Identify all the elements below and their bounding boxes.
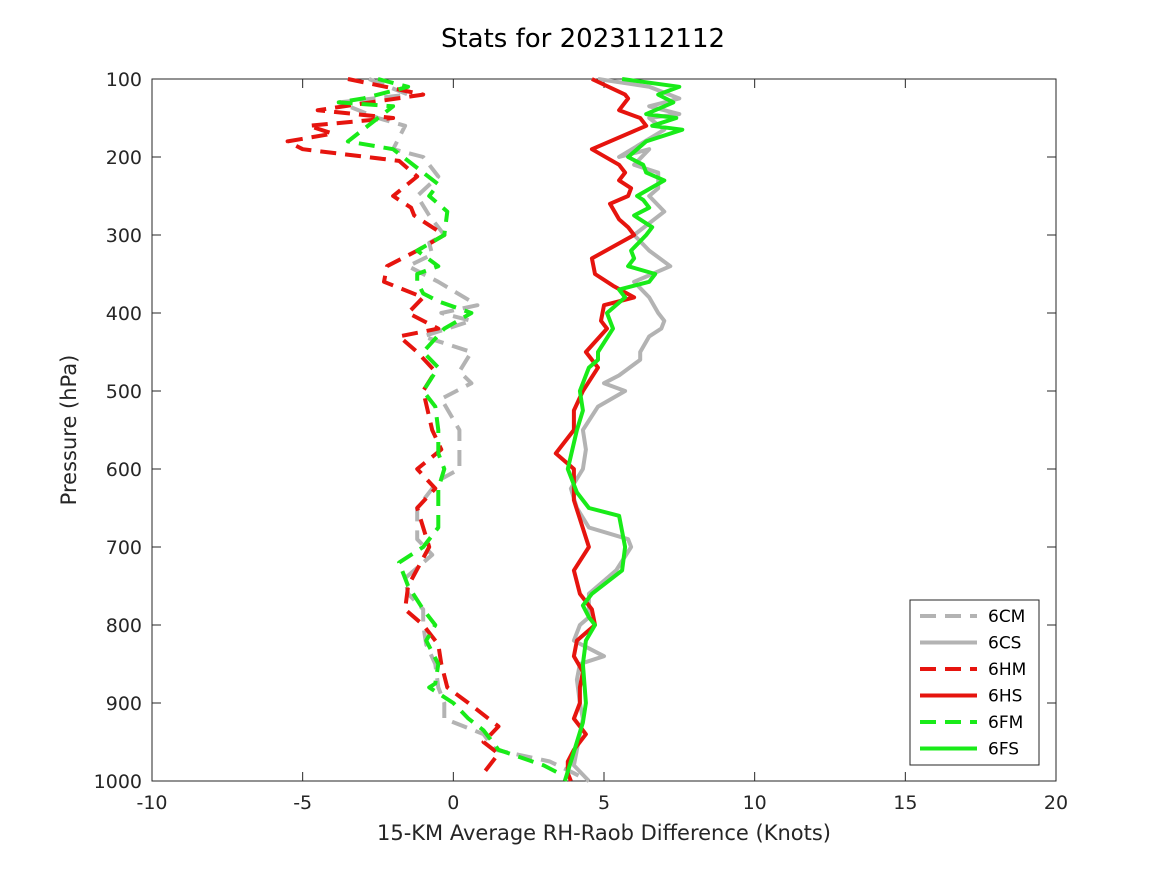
- legend-label-6cs: 6CS: [988, 634, 1021, 654]
- legend: 6CM 6CS 6HM 6HS 6FM 6FS: [909, 599, 1040, 766]
- chart-title: Stats for 2023112112: [441, 24, 725, 54]
- y-tick-label: 800: [106, 615, 142, 637]
- y-tick-label: 1000: [94, 771, 142, 793]
- legend-label-6fs: 6FS: [988, 740, 1019, 760]
- legend-box: [909, 599, 1040, 766]
- series-layer: [285, 77, 685, 783]
- series-line-6cm: [336, 77, 590, 783]
- x-axis: -10 -5 0 5 10 15 20: [136, 79, 1068, 814]
- x-tick-label: -5: [293, 792, 312, 814]
- y-tick-label: 900: [106, 693, 142, 715]
- y-axis-label: Pressure (hPa): [57, 355, 81, 506]
- series-line-6cs: [568, 77, 682, 783]
- x-tick-label: 15: [893, 792, 917, 814]
- series-line-6fm: [336, 77, 560, 775]
- y-tick-label: 700: [106, 537, 142, 559]
- x-tick-label: 10: [743, 792, 767, 814]
- y-tick-label: 200: [106, 147, 142, 169]
- x-axis-label: 15-KM Average RH-Raob Difference (Knots): [377, 821, 831, 845]
- legend-label-6hm: 6HM: [988, 660, 1026, 680]
- x-tick-label: 0: [447, 792, 459, 814]
- series-line-6fs: [562, 77, 685, 782]
- y-tick-label: 500: [106, 381, 142, 403]
- series-line-6hm: [285, 77, 501, 775]
- y-tick-label: 100: [106, 69, 142, 91]
- y-axis: 100 200 300 400 500 600 700 800 900 1000: [94, 69, 1056, 793]
- legend-label-6cm: 6CM: [988, 607, 1025, 627]
- x-tick-label: 20: [1044, 792, 1068, 814]
- plot-area: [151, 78, 1057, 782]
- y-tick-label: 600: [106, 459, 142, 481]
- y-tick-label: 300: [106, 225, 142, 247]
- x-tick-label: -10: [136, 792, 167, 814]
- legend-label-6hs: 6HS: [988, 687, 1022, 707]
- y-tick-label: 400: [106, 303, 142, 325]
- x-tick-label: 5: [598, 792, 610, 814]
- legend-label-6fm: 6FM: [988, 713, 1023, 733]
